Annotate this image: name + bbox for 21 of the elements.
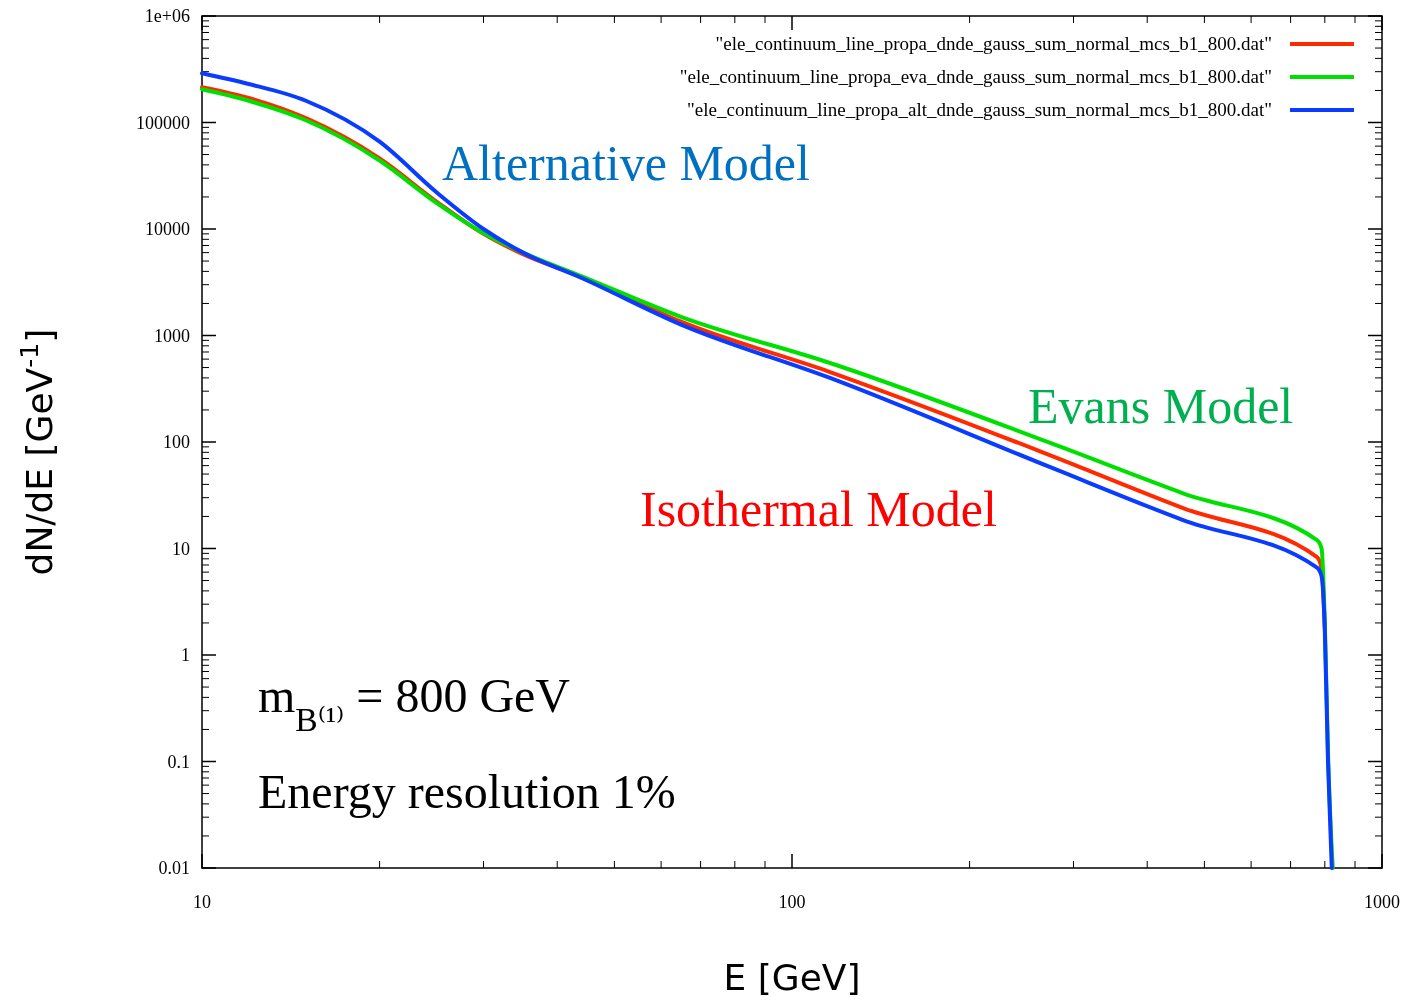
annotation: Alternative Model: [442, 135, 810, 191]
y-tick-label: 10: [172, 538, 190, 559]
annotation: m$_{B⁽¹⁾}$ = 800 GeV: [258, 669, 571, 738]
x-tick-label: 100: [778, 892, 806, 912]
legend-label: "ele_continuum_line_propa_eva_dnde_gauss_sum_normal_mcs_b1_800.dat": [679, 66, 1272, 87]
annotation: Energy resolution 1%: [258, 765, 676, 818]
y-tick-label: 10000: [145, 219, 190, 239]
annotation: Evans Model: [1028, 378, 1294, 434]
legend-label: "ele_continuum_line_propa_dnde_gauss_sum_normal_mcs_b1_800.dat": [715, 33, 1272, 54]
y-tick-label: 100: [163, 432, 190, 452]
y-tick-label: 100000: [136, 112, 190, 133]
legend-label: "ele_continuum_line_propa_alt_dnde_gauss_sum_normal_mcs_b1_800.dat": [687, 99, 1272, 120]
y-tick-label: 0.01: [158, 858, 190, 878]
x-tick-label: 10: [193, 892, 211, 912]
y-tick-label: 1000: [154, 325, 190, 346]
x-axis-title: E [GeV]: [723, 957, 861, 998]
y-tick-label: 0.1: [167, 751, 190, 772]
x-tick-label: 1000: [1364, 892, 1400, 912]
annotation: Isothermal Model: [640, 481, 997, 537]
y-tick-label: 1: [181, 645, 190, 665]
y-tick-label: 1e+06: [144, 6, 190, 26]
